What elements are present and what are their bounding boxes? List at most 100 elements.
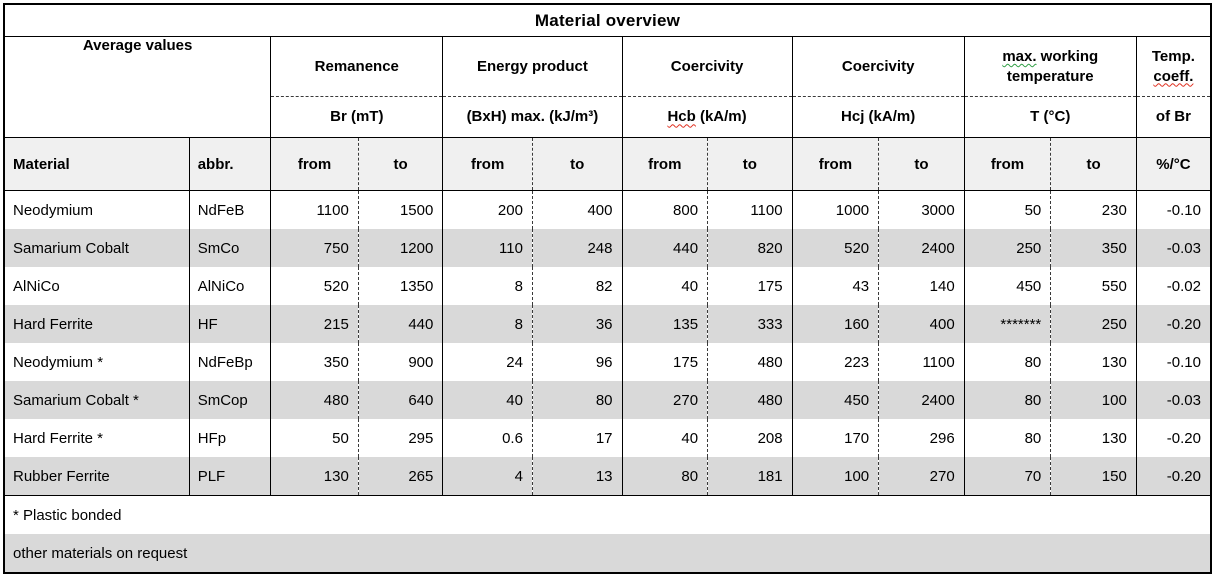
group-coercivity-hcb: Coercivity Hcb (kA/m): [621, 36, 793, 138]
cell-value: 1350: [357, 267, 443, 305]
table-row-samarium-cobalt-bonded: Samarium Cobalt * SmCop 480 640 40 80 27…: [4, 381, 1211, 419]
col-header-remanence-to: to: [357, 137, 443, 191]
table-row-neodymium: Neodymium NdFeB 1100 1500 200 400 800 11…: [4, 190, 1211, 229]
cell-value: 440: [357, 305, 443, 343]
cell-value: 230: [1050, 190, 1137, 229]
cell-abbr: NdFeB: [188, 190, 271, 229]
cell-value: 2400: [878, 229, 965, 267]
cell-value: 130: [270, 457, 359, 496]
cell-value: 50: [270, 419, 359, 457]
cell-value: 43: [791, 267, 879, 305]
cell-value: 400: [531, 190, 622, 229]
cell-value: -0.20: [1135, 457, 1211, 496]
cell-value: 296: [878, 419, 965, 457]
cell-value: -0.10: [1135, 190, 1211, 229]
cell-value: 350: [1050, 229, 1137, 267]
cell-value: -0.20: [1135, 305, 1211, 343]
cell-value: 223: [791, 343, 879, 381]
cell-value: 100: [1050, 381, 1137, 419]
cell-value: 900: [357, 343, 443, 381]
cell-abbr: NdFeBp: [188, 343, 271, 381]
group-temp-coeff-unit: of Br: [1155, 108, 1191, 126]
cell-value: 40: [621, 267, 708, 305]
cell-value: 250: [1050, 305, 1137, 343]
col-header-energy-to: to: [531, 137, 622, 191]
spellcheck-word-max: max.: [1002, 48, 1037, 65]
cell-value: 1100: [270, 190, 359, 229]
cell-abbr: SmCop: [188, 381, 271, 419]
col-header-hcb-to: to: [707, 137, 793, 191]
cell-value: 750: [270, 229, 359, 267]
footnote-other-materials: other materials on request: [4, 534, 1211, 573]
cell-value: -0.20: [1135, 419, 1211, 457]
cell-value: 1200: [357, 229, 443, 267]
cell-material: Hard Ferrite *: [13, 429, 104, 447]
col-header-hcj-from: from: [791, 137, 879, 191]
cell-value: 80: [963, 419, 1051, 457]
group-remanence-name: Remanence: [314, 57, 399, 75]
cell-abbr: AlNiCo: [188, 267, 271, 305]
cell-value: 80: [963, 343, 1051, 381]
cell-value: 520: [270, 267, 359, 305]
col-header-coeff-unit: %/°C: [1135, 137, 1211, 191]
cell-value: 82: [531, 267, 622, 305]
cell-value: 248: [531, 229, 622, 267]
group-hcj-unit: Hcj (kA/m): [841, 108, 916, 126]
cell-value: 250: [963, 229, 1051, 267]
page-title: Material overview: [4, 4, 1211, 37]
cell-value: 80: [963, 381, 1051, 419]
cell-value: 0.6: [442, 419, 533, 457]
cell-value: 2400: [878, 381, 965, 419]
cell-value: 215: [270, 305, 359, 343]
cell-value: 265: [357, 457, 443, 496]
cell-value: 550: [1050, 267, 1137, 305]
cell-value: 1100: [707, 190, 793, 229]
group-remanence-unit: Br (mT): [330, 108, 384, 126]
cell-value: 96: [531, 343, 622, 381]
cell-value: 40: [621, 419, 708, 457]
cell-value: 520: [791, 229, 879, 267]
cell-value: 40: [442, 381, 533, 419]
col-header-temp-from: from: [963, 137, 1051, 191]
cell-value: 8: [442, 267, 533, 305]
cell-value: -0.03: [1135, 229, 1211, 267]
cell-value: 175: [707, 267, 793, 305]
cell-value: 450: [963, 267, 1051, 305]
cell-abbr: SmCo: [188, 229, 271, 267]
col-header-hcj-to: to: [878, 137, 965, 191]
cell-value: 350: [270, 343, 359, 381]
cell-value: 333: [707, 305, 793, 343]
group-working-temp-name: max. working temperature: [1002, 48, 1099, 85]
cell-value: 450: [791, 381, 879, 419]
group-temp-coeff: Temp. coeff. of Br: [1135, 36, 1211, 138]
cell-value: 181: [707, 457, 793, 496]
cell-value: 1100: [878, 343, 965, 381]
group-hcj-name: Coercivity: [841, 57, 915, 75]
col-header-hcb-from: from: [621, 137, 708, 191]
table-row-rubber-ferrite: Rubber Ferrite PLF 130 265 4 13 80 181 1…: [4, 457, 1211, 496]
group-max-working-temperature: max. working temperature T (°C): [963, 36, 1137, 138]
cell-value: 175: [621, 343, 708, 381]
cell-value: 100: [791, 457, 879, 496]
cell-value: 135: [621, 305, 708, 343]
cell-value: 36: [531, 305, 622, 343]
group-energy-name: Energy product: [476, 57, 588, 75]
cell-value: 295: [357, 419, 443, 457]
cell-value: 440: [621, 229, 708, 267]
table-row-alnico: AlNiCo AlNiCo 520 1350 8 82 40 175 43 14…: [4, 267, 1211, 305]
table-row-hard-ferrite-bonded: Hard Ferrite * HFp 50 295 0.6 17 40 208 …: [4, 419, 1211, 457]
cell-value: 820: [707, 229, 793, 267]
group-remanence: Remanence Br (mT): [270, 36, 443, 138]
cell-value: 130: [1050, 419, 1137, 457]
cell-value: -0.03: [1135, 381, 1211, 419]
group-coercivity-hcj: Coercivity Hcj (kA/m): [791, 36, 965, 138]
spellcheck-word-hcb: Hcb: [667, 108, 696, 126]
cell-value: 170: [791, 419, 879, 457]
cell-value: 8: [442, 305, 533, 343]
header-average-values: Average values: [4, 36, 271, 138]
cell-value: 17: [531, 419, 622, 457]
cell-value: 4: [442, 457, 533, 496]
title-row: Material overview: [4, 4, 1211, 37]
cell-value: 70: [963, 457, 1051, 496]
